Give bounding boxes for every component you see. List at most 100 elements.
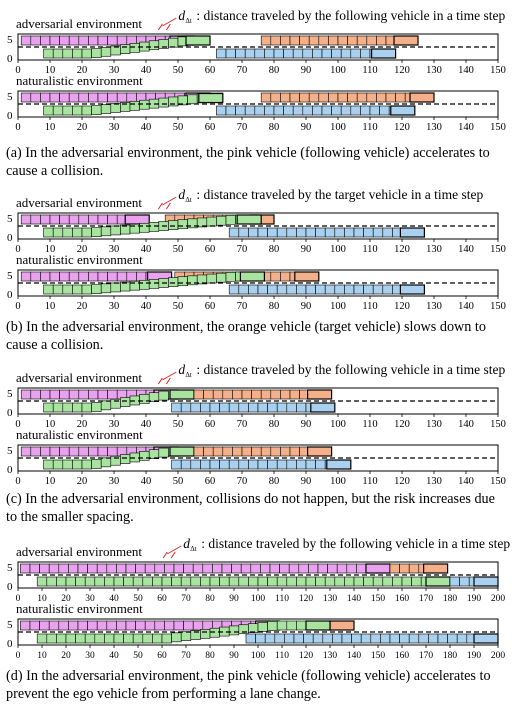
vehicle-box <box>65 633 76 644</box>
x-tick-label: 200 <box>491 594 506 604</box>
trajectory-blue <box>216 48 397 59</box>
panel-c: d Δt: distance traveled by the following … <box>7 362 506 487</box>
vehicle-box <box>125 563 136 574</box>
vehicle-box <box>78 35 89 46</box>
vehicle-box <box>192 620 204 631</box>
vehicle-box <box>328 92 339 103</box>
vehicle-box <box>283 105 294 116</box>
vehicle-box <box>264 105 275 116</box>
delta-description: : distance traveled by the following veh… <box>196 362 505 377</box>
x-tick-label: 100 <box>330 301 346 312</box>
x-tick-label: 50 <box>173 122 184 133</box>
vehicle-box <box>113 633 124 644</box>
vehicle-box <box>158 97 169 108</box>
vehicle-box <box>267 402 278 413</box>
vehicle-box <box>81 284 92 295</box>
vehicle-box <box>59 92 70 103</box>
vehicle-box <box>399 563 410 574</box>
delta-description: : distance traveled by the target vehicl… <box>196 187 483 202</box>
trajectory-orange <box>389 563 449 574</box>
x-tick-label: 110 <box>275 594 289 604</box>
x-tick-label: 70 <box>237 122 248 133</box>
vehicle-box <box>183 620 194 631</box>
vehicle-box <box>48 620 60 631</box>
vehicle-box <box>312 48 323 59</box>
x-tick-label: 150 <box>490 419 506 430</box>
vehicle-box <box>148 40 160 51</box>
vehicle-box <box>164 563 175 574</box>
vehicle-box <box>267 620 278 631</box>
y-tick-label: 0 <box>7 407 13 419</box>
vehicle-box <box>62 105 73 116</box>
vehicle-final-position <box>310 402 336 413</box>
y-tick-label: 5 <box>7 562 13 574</box>
vehicle-box <box>363 284 374 295</box>
x-tick-label: 140 <box>458 476 474 487</box>
vehicle-box <box>382 227 393 238</box>
y-tick-label: 5 <box>7 270 13 282</box>
vehicle-box <box>148 222 160 232</box>
vehicle-box <box>389 633 400 644</box>
vehicle-box <box>100 400 112 411</box>
vehicle-box <box>49 446 60 457</box>
vehicle-box <box>107 214 118 225</box>
vehicle-box <box>212 563 223 574</box>
vehicle-box <box>280 271 291 282</box>
vehicle-box <box>56 633 67 644</box>
x-tick-label: 30 <box>109 65 120 76</box>
vehicle-box <box>68 389 80 400</box>
vehicle-box <box>379 105 390 116</box>
delta-annotation: d Δt: distance traveled by the following … <box>157 362 506 385</box>
delta-subscript: Δt <box>185 17 192 25</box>
x-tick-label: 100 <box>330 244 346 255</box>
vehicle-final-position <box>393 35 419 46</box>
vehicle-box <box>94 576 105 587</box>
vehicle-box <box>344 284 355 295</box>
vehicle-box <box>408 563 420 574</box>
trajectory-blue <box>228 284 425 295</box>
vehicle-box <box>97 271 108 282</box>
vehicle-box <box>315 459 326 470</box>
vehicle-box <box>110 282 121 293</box>
x-tick-label: 60 <box>205 65 216 76</box>
x-tick-label: 150 <box>371 594 386 604</box>
vehicle-box <box>232 389 243 400</box>
x-tick-label: 110 <box>362 65 377 76</box>
x-tick-label: 50 <box>173 301 184 312</box>
vehicle-box <box>260 563 271 574</box>
vehicle-box <box>68 563 79 574</box>
vehicle-final-position <box>473 633 499 644</box>
x-tick-label: 30 <box>85 651 95 661</box>
vehicle-box <box>20 563 31 574</box>
vehicle-box <box>142 576 153 587</box>
vehicle-box <box>254 105 265 116</box>
vehicle-box <box>209 459 220 470</box>
x-tick-label: 150 <box>490 244 506 255</box>
vehicle-box <box>52 459 64 470</box>
x-tick-label: 60 <box>205 244 216 255</box>
vehicle-box <box>206 216 217 227</box>
vehicle-box <box>219 459 230 470</box>
vehicle-box <box>129 101 140 111</box>
x-tick-label: 80 <box>269 244 280 255</box>
x-tick-label: 50 <box>173 476 184 487</box>
x-tick-label: 80 <box>269 301 280 312</box>
x-tick-label: 150 <box>490 65 506 76</box>
vehicle-box <box>257 622 268 632</box>
vehicle-box <box>59 35 70 46</box>
panel-b: d Δt: distance traveled by the target veh… <box>7 187 506 312</box>
x-tick-label: 180 <box>443 594 458 604</box>
delta-symbol: d <box>178 362 185 377</box>
vehicle-box <box>161 633 172 644</box>
vehicle-box <box>171 459 182 470</box>
vehicle-box <box>139 394 150 404</box>
vehicle-box <box>283 48 294 59</box>
vehicle-box <box>337 35 348 46</box>
vehicle-box <box>395 92 406 103</box>
vehicle-box <box>116 92 128 103</box>
x-tick-label: 40 <box>141 65 152 76</box>
vehicle-box <box>139 451 150 461</box>
vehicle-box <box>180 576 192 587</box>
vehicle-final-position <box>399 227 425 238</box>
vehicle-box <box>270 92 281 103</box>
